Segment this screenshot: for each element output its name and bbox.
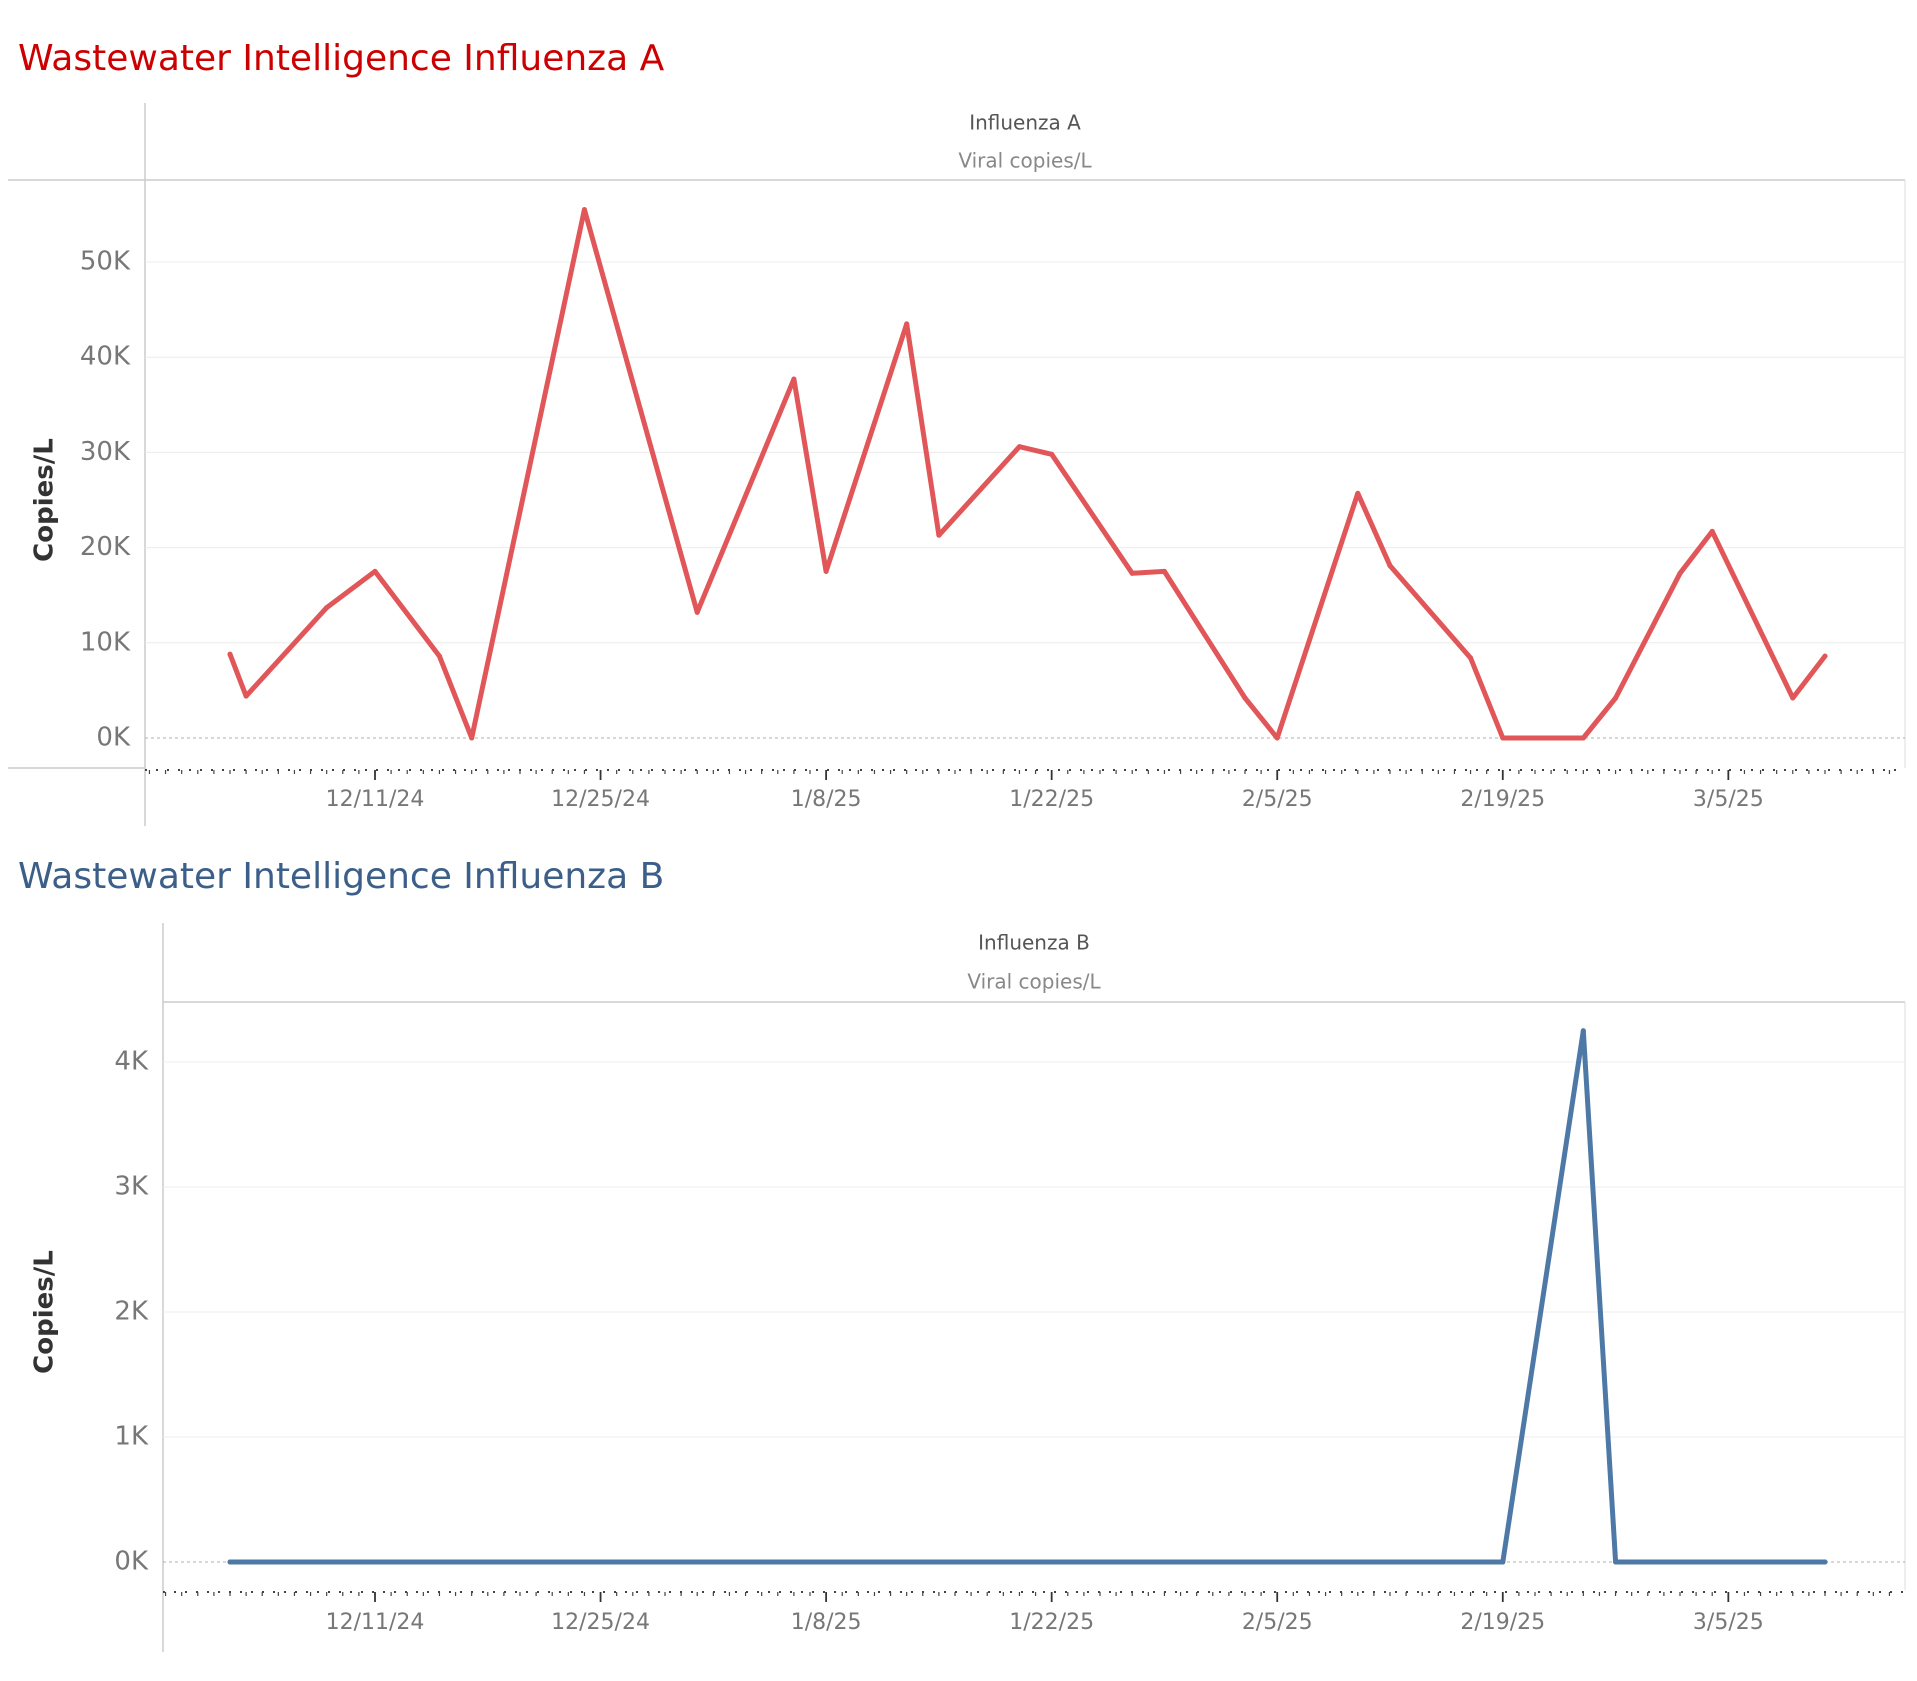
y-tick-label: 30K bbox=[80, 437, 131, 467]
data-point bbox=[823, 568, 829, 574]
x-tick-label: 1/22/25 bbox=[1009, 787, 1094, 812]
x-tick-label: 3/5/25 bbox=[1693, 787, 1764, 812]
header-subtitle: Viral copies/L bbox=[958, 149, 1092, 173]
data-point bbox=[1387, 563, 1393, 569]
y-tick-label: 1K bbox=[114, 1422, 149, 1452]
data-point bbox=[1613, 1559, 1619, 1565]
x-tick-label: 3/5/25 bbox=[1693, 1610, 1764, 1635]
x-tick-label: 12/11/24 bbox=[326, 1610, 425, 1635]
data-point bbox=[1822, 1559, 1828, 1565]
header-title: Influenza A bbox=[969, 111, 1081, 135]
series-line-influenza-b bbox=[227, 1028, 1828, 1565]
chart-title-influenza-a: Wastewater Intelligence Influenza A bbox=[18, 38, 665, 79]
data-point bbox=[1822, 653, 1828, 659]
x-tick-label: 12/25/24 bbox=[551, 1610, 650, 1635]
data-point bbox=[936, 532, 942, 538]
chart-title-influenza-b: Wastewater Intelligence Influenza B bbox=[18, 856, 665, 897]
data-point bbox=[372, 568, 378, 574]
data-point bbox=[1790, 695, 1796, 701]
data-point bbox=[791, 376, 797, 382]
data-point bbox=[324, 605, 330, 611]
y-tick-label: 0K bbox=[96, 723, 131, 753]
data-point bbox=[1049, 451, 1055, 457]
y-tick-label: 3K bbox=[114, 1172, 149, 1202]
data-point bbox=[1242, 695, 1248, 701]
x-tick-label: 2/19/25 bbox=[1460, 787, 1545, 812]
y-tick-label: 10K bbox=[80, 627, 131, 657]
header-title: Influenza B bbox=[978, 931, 1090, 955]
data-point bbox=[1580, 735, 1586, 741]
data-point bbox=[469, 735, 475, 741]
data-point bbox=[694, 609, 700, 615]
data-point bbox=[1468, 655, 1474, 661]
data-point bbox=[1274, 735, 1280, 741]
series-line-influenza-a bbox=[227, 207, 1828, 741]
y-tick-label: 0K bbox=[114, 1547, 149, 1577]
data-point bbox=[1677, 570, 1683, 576]
header-subtitle: Viral copies/L bbox=[967, 970, 1101, 994]
data-point bbox=[1016, 444, 1022, 450]
x-tick-label: 2/5/25 bbox=[1242, 787, 1313, 812]
data-point bbox=[436, 653, 442, 659]
data-point bbox=[1709, 528, 1715, 534]
x-tick-label: 1/8/25 bbox=[791, 1610, 862, 1635]
data-point bbox=[1613, 695, 1619, 701]
data-point bbox=[1161, 568, 1167, 574]
y-tick-label: 2K bbox=[114, 1297, 149, 1327]
x-tick-label: 1/22/25 bbox=[1009, 1610, 1094, 1635]
x-tick-label: 2/19/25 bbox=[1460, 1610, 1545, 1635]
y-axis-title: Copies/L bbox=[30, 1250, 60, 1374]
y-tick-label: 20K bbox=[80, 532, 131, 562]
data-point bbox=[227, 651, 233, 657]
x-tick-label: 12/11/24 bbox=[326, 787, 425, 812]
data-point bbox=[243, 693, 249, 699]
x-tick-label: 12/25/24 bbox=[551, 787, 650, 812]
chart-influenza-a: Influenza A Viral copies/L 0K 10K 20K 30K 40K 5… bbox=[8, 103, 1906, 826]
x-tick-label: 2/5/25 bbox=[1242, 1610, 1313, 1635]
data-point bbox=[227, 1559, 233, 1565]
data-point bbox=[1500, 735, 1506, 741]
y-tick-label: 4K bbox=[114, 1047, 149, 1077]
chart-influenza-b: Influenza B Viral copies/L 0K 1K 2K 3K 4K Copie… bbox=[30, 923, 1906, 1652]
x-tick-label: 1/8/25 bbox=[791, 787, 862, 812]
y-tick-label: 50K bbox=[80, 247, 131, 277]
data-point bbox=[581, 207, 587, 213]
data-point bbox=[904, 321, 910, 327]
data-point bbox=[1355, 490, 1361, 496]
data-point bbox=[1129, 570, 1135, 576]
y-tick-label: 40K bbox=[80, 342, 131, 372]
data-point bbox=[1500, 1559, 1506, 1565]
data-point bbox=[1580, 1028, 1586, 1034]
y-axis-title: Copies/L bbox=[30, 438, 60, 562]
